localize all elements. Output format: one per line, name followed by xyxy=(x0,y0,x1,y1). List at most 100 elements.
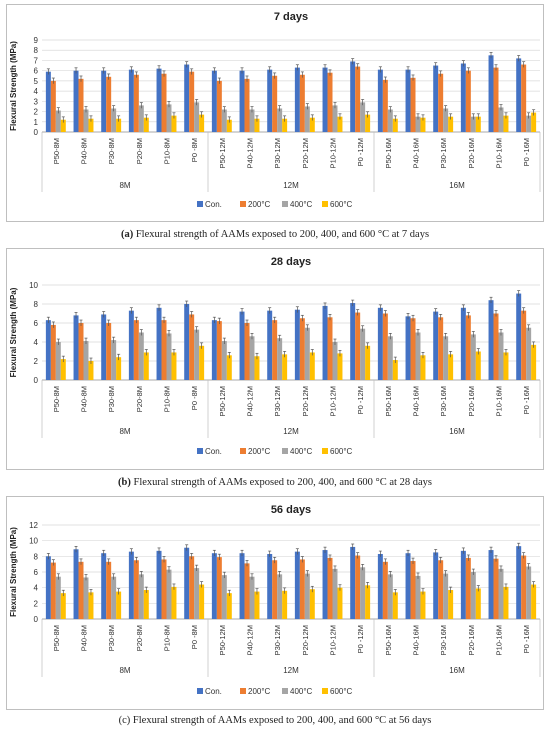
bar xyxy=(267,553,273,619)
bar xyxy=(45,71,51,132)
bar xyxy=(116,591,122,619)
x-tick-label: P40-16M xyxy=(412,386,421,416)
bar xyxy=(282,590,288,619)
bar xyxy=(156,307,162,380)
bar xyxy=(309,589,315,619)
bar xyxy=(448,590,454,619)
bar xyxy=(433,552,439,619)
x-tick-label: P0 -8M xyxy=(190,625,199,649)
x-tick-label: P30-8M xyxy=(107,386,116,412)
bar xyxy=(516,546,522,619)
legend-swatch xyxy=(282,201,288,207)
bar xyxy=(161,73,167,132)
x-tick-label: P0 -8M xyxy=(190,386,199,410)
bar xyxy=(101,70,107,132)
group-label: 16M xyxy=(449,181,465,190)
chart-2: 56 days Flexural Strength (MPa) 0 2 4 6 8 10 12 P… xyxy=(9,504,541,696)
bar xyxy=(194,102,200,132)
y-tick-label: 0 xyxy=(34,615,39,624)
legend-swatch xyxy=(322,201,328,207)
bar xyxy=(415,575,421,619)
bar xyxy=(309,117,315,132)
bar xyxy=(433,311,439,380)
x-tick-label: P30-16M xyxy=(439,386,448,416)
bar xyxy=(438,317,444,380)
x-tick-label: P40-8M xyxy=(80,138,89,164)
bar xyxy=(254,118,260,132)
bar xyxy=(199,345,205,380)
bar xyxy=(277,574,283,619)
bar xyxy=(171,586,177,619)
y-tick-label: 5 xyxy=(34,77,39,86)
bar xyxy=(531,112,537,132)
x-tick-label: P40-16M xyxy=(412,138,421,168)
bar xyxy=(332,568,338,619)
legend-swatch xyxy=(322,448,328,454)
bar xyxy=(382,313,388,380)
bar xyxy=(156,550,162,619)
legend-label: 200°C xyxy=(248,200,271,209)
bar xyxy=(438,560,444,619)
bar xyxy=(111,340,117,380)
bar xyxy=(282,354,288,380)
y-tick-label: 10 xyxy=(29,537,38,546)
bar xyxy=(521,310,527,380)
bar xyxy=(337,587,343,619)
bar xyxy=(420,591,426,619)
group-label: 12M xyxy=(283,181,299,190)
bar xyxy=(470,334,476,380)
bar xyxy=(239,553,245,619)
bar xyxy=(73,315,79,380)
bar xyxy=(405,553,411,619)
bar xyxy=(392,592,398,619)
bar xyxy=(55,342,61,380)
bar xyxy=(488,55,494,133)
y-axis-label: Flexural Strength (MPa) xyxy=(9,41,18,131)
bar xyxy=(226,119,232,132)
bar xyxy=(171,115,177,132)
x-tick-label: P30-12M xyxy=(273,625,282,655)
bar xyxy=(392,360,398,380)
bar xyxy=(143,590,149,619)
bar xyxy=(415,116,421,132)
bar xyxy=(116,118,122,132)
bar xyxy=(211,553,217,619)
x-tick-label: P20-16M xyxy=(467,138,476,168)
bar xyxy=(327,72,333,132)
bar xyxy=(382,79,388,132)
y-tick-label: 10 xyxy=(29,281,38,290)
y-tick-label: 2 xyxy=(34,108,39,117)
bar xyxy=(128,310,134,380)
bar xyxy=(387,336,393,380)
bar xyxy=(106,76,112,132)
bar xyxy=(221,575,227,619)
y-axis-label: Flexural Strength (MPa) xyxy=(9,527,18,617)
bar xyxy=(78,561,84,619)
bar xyxy=(166,104,172,132)
bar xyxy=(332,342,338,380)
bar xyxy=(272,320,278,380)
chart-1: 28 days Flexural Strength (MPa) 0 2 4 6 8 10 P50… xyxy=(9,256,541,456)
bar xyxy=(166,569,172,619)
x-tick-label: P50-8M xyxy=(52,138,61,164)
bar xyxy=(143,117,149,132)
bar xyxy=(249,109,255,132)
bar xyxy=(382,561,388,619)
bar xyxy=(420,355,426,380)
x-tick-label: P0 -16M xyxy=(522,625,531,653)
bar xyxy=(322,67,328,132)
group-label: 8M xyxy=(119,666,130,675)
y-tick-label: 7 xyxy=(34,56,39,65)
x-tick-label: P50-16M xyxy=(384,625,393,655)
caption-b: (b) Flexural strength of AAMs exposed to… xyxy=(0,477,550,488)
bar xyxy=(405,69,411,132)
bar xyxy=(448,116,454,132)
bar xyxy=(249,336,255,380)
bar xyxy=(211,70,217,132)
bar xyxy=(294,309,300,380)
x-tick-label: P10-8M xyxy=(163,625,172,651)
bar xyxy=(493,313,499,380)
x-tick-label: P50-12M xyxy=(218,625,227,655)
chart-title: 56 days xyxy=(271,504,311,516)
